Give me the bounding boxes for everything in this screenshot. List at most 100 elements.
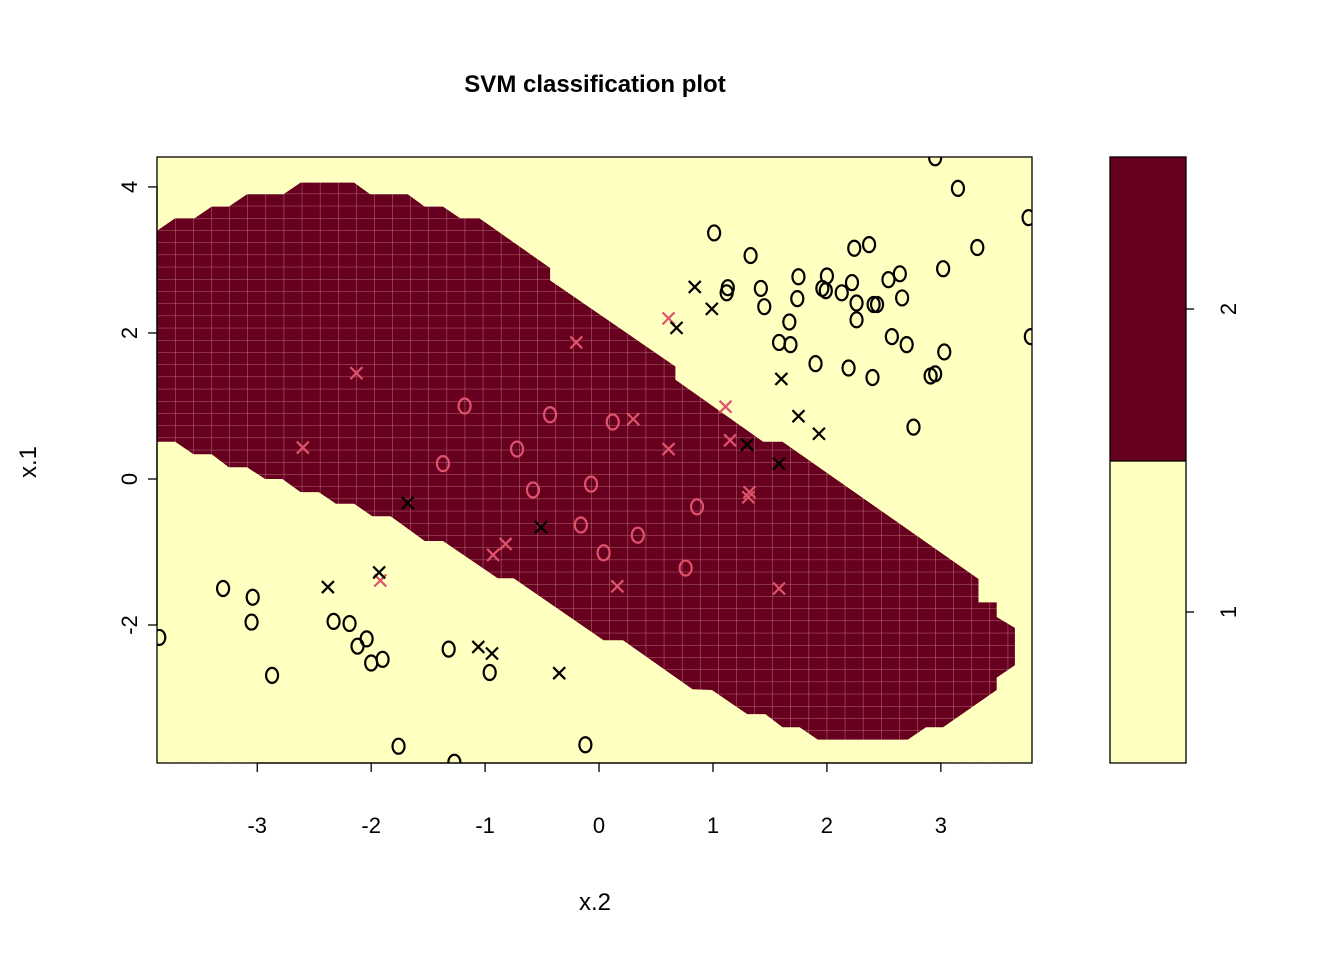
data-x-point [471,640,486,654]
plot-area [156,156,1033,764]
support-vector-x-point [741,490,756,505]
data-o-point [790,290,805,308]
x-axis: -3 -2 -1 0 1 2 3 [247,762,947,838]
legend-level-2 [1110,157,1186,461]
data-o-point [244,613,259,631]
support-vector-o-point [678,559,693,577]
data-o-point [970,238,985,257]
y-tick-label: 4 [117,181,142,193]
legend-frame [1109,156,1187,764]
data-o-point [849,294,864,312]
data-o-point [937,343,952,361]
data-o-point [753,279,768,298]
support-vector-o-point [605,413,620,431]
support-vector-x-point [498,537,513,551]
data-o-point [441,640,456,658]
support-vector-x-point [772,581,786,596]
color-legend: 2 1 [1109,156,1241,764]
support-vector-x-point [349,366,364,380]
support-vector-x-point [610,579,625,594]
y-tick-label: 0 [117,473,142,485]
data-o-point [447,753,462,763]
data-o-point [818,282,833,300]
data-o-point [892,265,907,283]
support-vector-o-point [573,516,588,534]
data-o-point [264,666,280,684]
support-vector-x-point [486,548,500,562]
data-x-point [687,280,702,294]
x-tick-label: -3 [247,813,267,838]
data-o-point [849,311,864,329]
data-x-point [485,646,499,661]
support-vector-o-point [689,498,705,516]
support-vector-x-point [718,399,733,414]
support-vector-x-point [569,335,584,350]
data-o-point [899,336,914,354]
support-vector-o-point [596,544,611,562]
x-tick-label: -2 [361,813,381,838]
data-o-point [1021,209,1032,227]
data-o-point [895,289,910,307]
y-axis-label: x.1 [15,446,42,478]
data-o-point [578,736,593,754]
data-x-point [705,302,719,316]
support-vector-x-point [742,485,757,499]
support-vector-o-point [630,526,645,544]
data-o-point [881,271,896,289]
support-vector-x-point [296,440,310,455]
data-o-point [1023,328,1032,346]
data-o-point [950,179,966,197]
data-o-point [215,579,231,598]
x-tick-label: 3 [935,813,947,838]
support-vector-x-point [661,442,676,456]
data-o-point [906,418,921,436]
data-o-point [342,614,357,633]
data-o-point [782,313,797,331]
data-x-point [400,496,415,510]
y-tick-label: 2 [117,327,142,339]
data-x-point [774,372,789,386]
data-o-point [861,236,877,254]
data-o-point [808,355,823,373]
support-vector-o-point [509,440,525,458]
data-o-point [936,260,951,278]
data-o-point [719,284,734,302]
data-o-point [841,359,856,377]
data-o-point [783,336,798,354]
legend-level-1 [1110,461,1186,763]
data-o-point [847,239,862,257]
legend-label-1: 1 [1216,606,1241,618]
support-vector-o-point [542,406,558,424]
data-o-point [928,365,943,383]
data-o-point [834,284,849,302]
data-points [157,157,1032,763]
data-o-point [928,157,943,167]
data-o-point [743,246,758,265]
x-tick-label: -1 [475,813,495,838]
x-tick-label: 2 [821,813,833,838]
data-x-point [772,456,786,471]
support-vector-o-point [435,455,451,473]
data-x-point [534,520,548,534]
x-axis-label: x.2 [579,889,611,916]
data-o-point [245,588,260,606]
x-tick-label: 0 [593,813,605,838]
data-x-point [791,409,806,423]
data-x-point [372,565,386,580]
support-vector-x-point [723,433,737,448]
data-x-point [740,437,754,452]
data-o-point [884,328,899,346]
support-vector-x-point [626,412,641,426]
data-o-point [844,273,860,292]
chart-title: SVM classification plot [464,71,725,98]
support-vector-o-point [457,397,472,415]
y-axis: -2 0 2 4 [117,181,158,635]
data-x-point [669,321,684,335]
data-x-point [552,666,566,680]
data-o-point [375,650,390,668]
data-x-point [321,580,335,594]
legend-label-2: 2 [1216,303,1241,315]
data-x-point [812,426,826,441]
data-o-point [482,663,497,682]
